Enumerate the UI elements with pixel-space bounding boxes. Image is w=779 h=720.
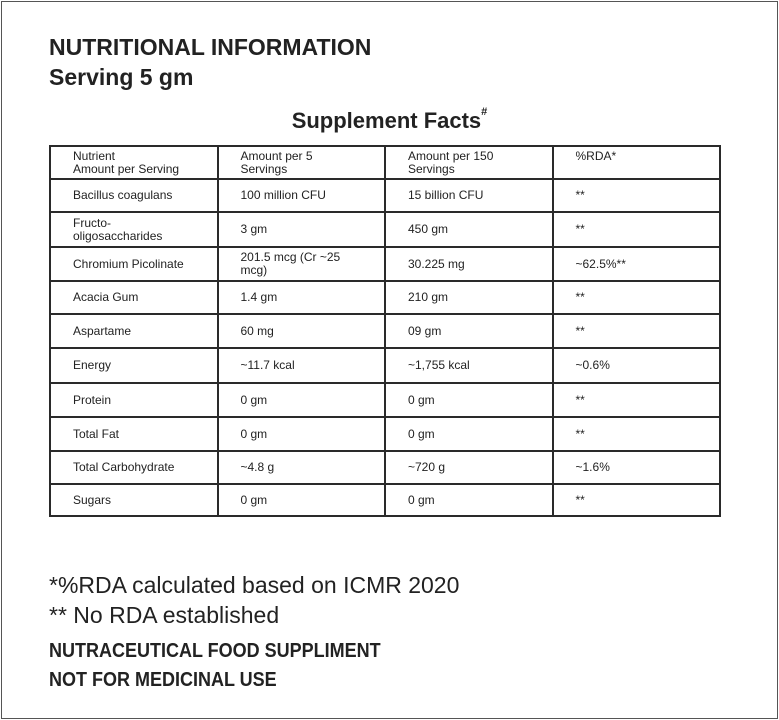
cell-per-150-servings: ~720 g xyxy=(384,450,554,485)
cell-rda: ** xyxy=(551,416,721,452)
header-cell-per-150-servings: Amount per 150 Servings xyxy=(384,145,554,180)
cell-rda: ~62.5%** xyxy=(551,246,721,282)
cell-per-150-servings: 15 billion CFU xyxy=(384,178,554,213)
cell-rda: ~1.6% xyxy=(551,450,721,485)
cell-per-5-servings: 100 million CFU xyxy=(216,178,386,213)
cell-nutrient: Chromium Picolinate xyxy=(49,246,219,282)
no-rda-note: ** No RDA established xyxy=(49,602,280,628)
product-type: NUTRACEUTICAL FOOD SUPPLIMENT xyxy=(49,640,381,662)
table-header-row: Nutrient Amount per Serving Amount per 5 … xyxy=(49,145,721,180)
cell-per-150-servings: 0 gm xyxy=(384,382,554,418)
cell-per-5-servings: 1.4 gm xyxy=(216,280,386,315)
cell-nutrient: Sugars xyxy=(49,483,219,517)
cell-rda: ** xyxy=(551,178,721,213)
supplement-facts-table: Nutrient Amount per Serving Amount per 5 … xyxy=(49,145,721,517)
cell-nutrient: Bacillus coagulans xyxy=(49,178,219,213)
table-row: Sugars 0 gm 0 gm ** xyxy=(49,483,721,517)
cell-per-150-servings: 30.225 mg xyxy=(384,246,554,282)
cell-nutrient: Energy xyxy=(49,347,219,384)
cell-per-150-servings: 0 gm xyxy=(384,483,554,517)
supplement-facts-title: Supplement Facts xyxy=(291,108,482,133)
cell-rda: ** xyxy=(551,211,721,248)
cell-per-5-servings: 60 mg xyxy=(216,313,386,349)
cell-nutrient: Protein xyxy=(49,382,219,418)
header-cell-rda: %RDA* xyxy=(551,145,721,180)
cell-per-150-servings: 450 gm xyxy=(384,211,554,248)
table-row: Fructo- oligosaccharides 3 gm 450 gm ** xyxy=(49,211,721,248)
cell-per-5-servings: 0 gm xyxy=(216,483,386,517)
supplement-facts-heading: Supplement Facts# xyxy=(0,106,779,134)
cell-per-150-servings: 210 gm xyxy=(384,280,554,315)
cell-nutrient: Aspartame xyxy=(49,313,219,349)
table-row: Protein 0 gm 0 gm ** xyxy=(49,382,721,418)
table-row: Total Fat 0 gm 0 gm ** xyxy=(49,416,721,452)
cell-per-150-servings: ~1,755 kcal xyxy=(384,347,554,384)
label-title: NUTRITIONAL INFORMATION xyxy=(49,34,372,60)
cell-rda: ** xyxy=(551,280,721,315)
cell-rda: ** xyxy=(551,313,721,349)
serving-size: Serving 5 gm xyxy=(49,64,194,90)
table-row: Chromium Picolinate 201.5 mcg (Cr ~25 mcg… xyxy=(49,246,721,282)
rda-note: *%RDA calculated based on ICMR 2020 xyxy=(49,572,460,598)
header-cell-nutrient: Nutrient Amount per Serving xyxy=(49,145,219,180)
cell-per-5-servings: 201.5 mcg (Cr ~25 mcg) xyxy=(216,246,386,282)
cell-per-150-servings: 09 gm xyxy=(384,313,554,349)
cell-rda: ** xyxy=(551,382,721,418)
cell-nutrient: Acacia Gum xyxy=(49,280,219,315)
footnote-mark: # xyxy=(481,106,488,118)
cell-per-5-servings: 3 gm xyxy=(216,211,386,248)
cell-nutrient: Fructo- oligosaccharides xyxy=(49,211,219,248)
header-cell-per-5-servings: Amount per 5 Servings xyxy=(216,145,386,180)
table-row: Aspartame 60 mg 09 gm ** xyxy=(49,313,721,349)
table-row: Total Carbohydrate ~4.8 g ~720 g ~1.6% xyxy=(49,450,721,485)
table-row: Bacillus coagulans 100 million CFU 15 bill… xyxy=(49,178,721,213)
medicinal-disclaimer: NOT FOR MEDICINAL USE xyxy=(49,669,277,691)
cell-per-5-servings: ~4.8 g xyxy=(216,450,386,485)
cell-per-5-servings: 0 gm xyxy=(216,416,386,452)
table-row: Acacia Gum 1.4 gm 210 gm ** xyxy=(49,280,721,315)
cell-per-5-servings: ~11.7 kcal xyxy=(216,347,386,384)
cell-rda: ** xyxy=(551,483,721,517)
cell-rda: ~0.6% xyxy=(551,347,721,384)
cell-per-5-servings: 0 gm xyxy=(216,382,386,418)
cell-nutrient: Total Fat xyxy=(49,416,219,452)
cell-nutrient: Total Carbohydrate xyxy=(49,450,219,485)
cell-per-150-servings: 0 gm xyxy=(384,416,554,452)
table-row: Energy ~11.7 kcal ~1,755 kcal ~0.6% xyxy=(49,347,721,384)
